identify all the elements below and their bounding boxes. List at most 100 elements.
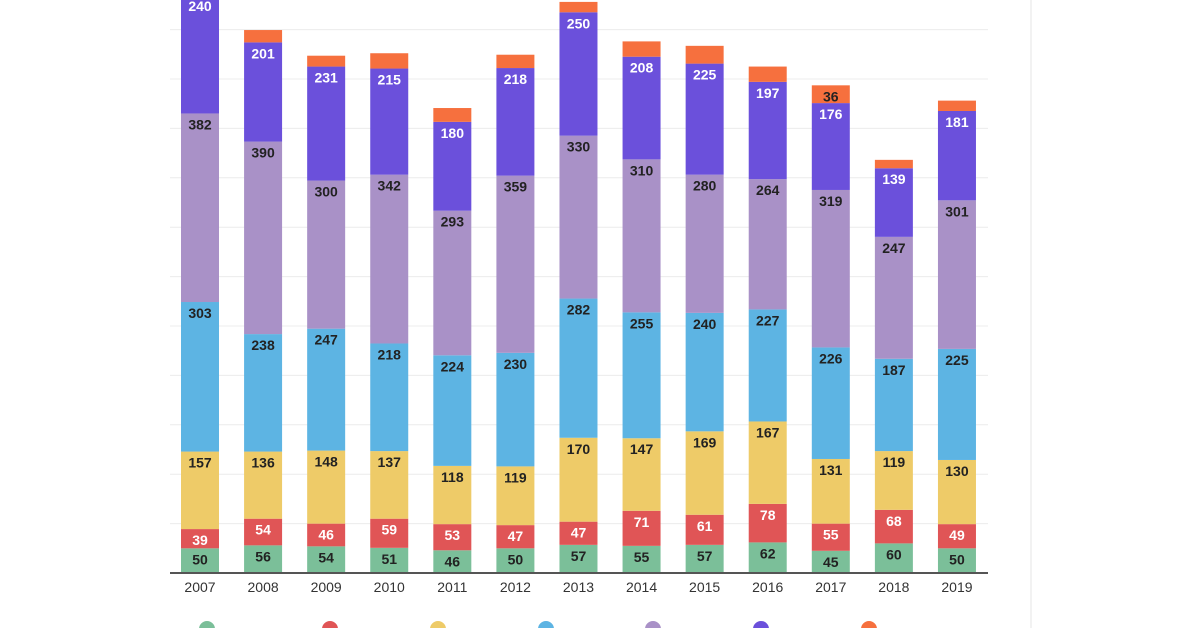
bar-segment-2007-1 (181, 529, 219, 549)
data-label: 47 (508, 528, 524, 544)
bar-segment-2010-3 (370, 343, 409, 452)
bars (181, 0, 976, 573)
bar-segment-2019-0 (937, 548, 976, 573)
data-label: 55 (823, 527, 839, 543)
data-label: 208 (630, 60, 654, 76)
bar-segment-2011-0 (433, 550, 472, 573)
bar-segment-2011-2 (433, 465, 472, 525)
bar-segment-2017-6 (811, 85, 850, 104)
bar-segment-2019-2 (937, 459, 976, 525)
data-label: 359 (504, 179, 528, 195)
data-label: 57 (697, 548, 713, 564)
bar-segment-2014-6 (622, 41, 661, 57)
data-label: 280 (693, 178, 717, 194)
x-tick-label: 2010 (374, 579, 405, 595)
bar-segment-2008-6 (244, 30, 283, 43)
x-tick-label: 2014 (626, 579, 657, 595)
data-label: 169 (693, 434, 717, 450)
bar-segment-2009-1 (307, 523, 346, 547)
data-label: 53 (445, 527, 461, 543)
bar-segment-2007-2 (181, 451, 219, 530)
bar-segment-2015-0 (685, 544, 724, 573)
bar-segment-2013-2 (559, 437, 598, 522)
data-label: 250 (567, 15, 591, 31)
bar-segment-2008-5 (244, 42, 283, 142)
data-label: 227 (756, 312, 780, 328)
legend-swatch (538, 621, 554, 628)
data-label: 319 (819, 193, 843, 209)
data-label: 342 (378, 178, 402, 194)
data-label: 61 (697, 518, 713, 534)
bar-segment-2008-4 (244, 141, 283, 335)
data-label: 51 (381, 551, 397, 567)
data-label: 301 (945, 203, 969, 219)
x-tick-label: 2017 (815, 579, 846, 595)
data-label: 247 (882, 240, 906, 256)
bar-segment-2013-0 (559, 544, 598, 573)
bar-segment-2015-4 (685, 174, 724, 313)
data-label: 119 (883, 454, 906, 470)
data-label: 230 (504, 356, 528, 372)
bar-segment-2019-3 (937, 348, 976, 460)
bar-segment-2016-4 (748, 179, 787, 310)
bar-segment-2008-2 (244, 451, 283, 519)
data-label: 167 (756, 424, 780, 440)
data-label: 118 (441, 469, 464, 485)
bar-segment-2008-1 (244, 518, 283, 546)
x-tick-label: 2012 (500, 579, 531, 595)
x-tick-label: 2008 (248, 579, 279, 595)
data-label: 131 (819, 462, 843, 478)
bar-segment-2009-3 (307, 328, 346, 451)
bar-segment-2019-6 (937, 100, 976, 111)
data-label: 310 (630, 162, 654, 178)
data-label: 390 (251, 145, 275, 161)
bar-segment-2009-5 (307, 66, 346, 181)
data-label: 157 (188, 455, 212, 471)
data-label: 54 (318, 549, 334, 565)
bar-segment-2014-4 (622, 159, 661, 313)
data-label: 218 (378, 346, 402, 362)
bar-segment-2014-0 (622, 545, 661, 573)
bar-segment-2016-6 (748, 66, 787, 82)
bar-segment-2010-0 (370, 547, 409, 573)
legend-swatch (753, 621, 769, 628)
x-tick-label: 2007 (184, 579, 215, 595)
legend-swatch (199, 621, 215, 628)
data-label: 54 (255, 522, 271, 538)
data-label: 382 (188, 116, 212, 132)
data-label: 136 (251, 455, 275, 471)
bar-segment-2016-0 (748, 542, 787, 573)
data-label: 57 (571, 548, 587, 564)
data-label: 264 (756, 182, 780, 198)
data-label: 78 (760, 507, 776, 523)
legend-swatch (322, 621, 338, 628)
bar-segment-2014-5 (622, 56, 661, 160)
bar-segment-2013-3 (559, 298, 598, 438)
bar-segment-2012-1 (496, 525, 535, 549)
bar-segment-2018-0 (874, 543, 913, 573)
bar-segment-2013-6 (559, 1, 598, 13)
bar-segment-2017-5 (811, 103, 850, 190)
data-label: 225 (945, 352, 969, 368)
data-label: 255 (630, 315, 654, 331)
data-label: 176 (819, 106, 843, 122)
bar-segment-2012-5 (496, 68, 535, 176)
bar-segment-2010-2 (370, 451, 409, 519)
bar-segment-2019-4 (937, 200, 976, 349)
data-label: 45 (823, 554, 839, 570)
data-label: 130 (945, 463, 969, 479)
bar-segment-2013-5 (559, 12, 598, 136)
bar-segment-2019-5 (937, 110, 976, 201)
data-label: 137 (378, 454, 402, 470)
bar-segment-2016-2 (748, 421, 787, 504)
data-label: 181 (945, 114, 969, 130)
data-label: 226 (819, 350, 843, 366)
bar-segment-2014-3 (622, 312, 661, 439)
bar-segment-2009-0 (307, 546, 346, 573)
data-label: 247 (314, 332, 338, 348)
bar-segment-2015-5 (685, 63, 724, 175)
bar-segment-2018-6 (874, 159, 913, 169)
bar-segment-2017-2 (811, 458, 850, 524)
bar-segment-2017-0 (811, 550, 850, 573)
